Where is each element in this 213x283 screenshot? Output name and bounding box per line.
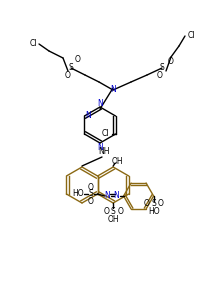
- Text: HO: HO: [72, 190, 83, 198]
- Text: O: O: [103, 207, 109, 215]
- Text: O: O: [158, 200, 164, 209]
- Text: O: O: [168, 57, 174, 65]
- Text: S: S: [160, 63, 164, 72]
- Text: S: S: [151, 200, 156, 209]
- Text: OH: OH: [111, 156, 123, 166]
- Text: O: O: [88, 196, 94, 205]
- Text: O: O: [65, 72, 71, 80]
- Text: O: O: [88, 183, 94, 192]
- Text: O: O: [117, 207, 123, 215]
- Text: S: S: [111, 207, 115, 215]
- Text: O: O: [75, 55, 81, 65]
- Text: O: O: [157, 72, 163, 80]
- Text: N: N: [86, 112, 91, 121]
- Text: Cl: Cl: [102, 130, 109, 138]
- Text: OH: OH: [107, 215, 119, 224]
- Text: S: S: [69, 63, 73, 72]
- Text: Cl: Cl: [29, 40, 37, 48]
- Text: S: S: [88, 190, 93, 198]
- Text: N: N: [114, 192, 119, 200]
- Text: Cl: Cl: [187, 31, 195, 40]
- Text: O: O: [144, 200, 150, 209]
- Text: N: N: [97, 143, 103, 151]
- Text: NH: NH: [98, 147, 110, 155]
- Text: N: N: [110, 85, 116, 95]
- Text: HO: HO: [148, 207, 159, 216]
- Text: N: N: [97, 98, 103, 108]
- Text: N: N: [105, 192, 111, 200]
